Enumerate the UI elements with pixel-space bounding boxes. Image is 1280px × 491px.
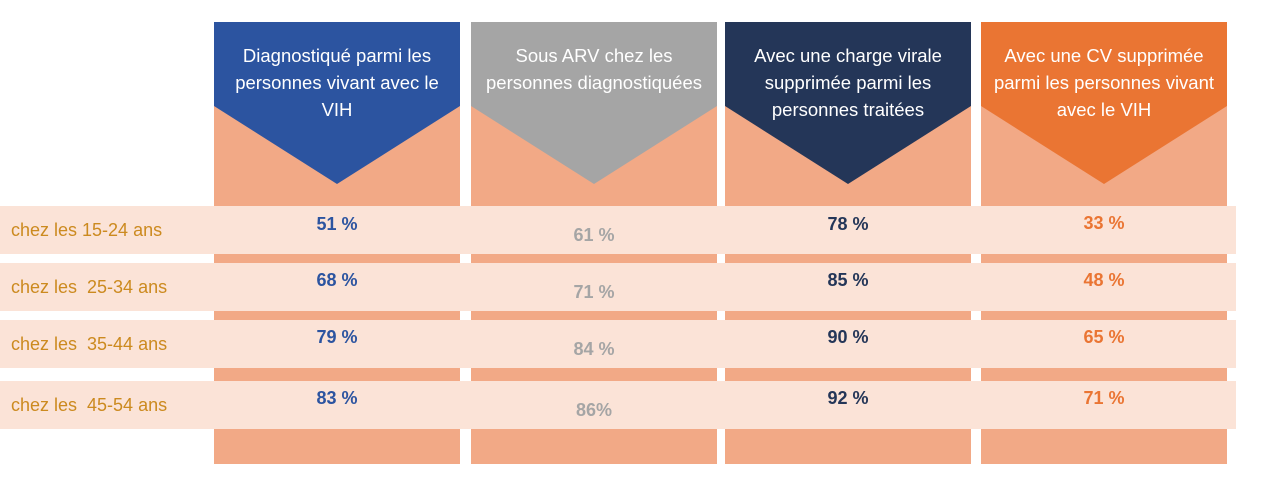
column-header-label: Avec une charge virale supprimée parmi l…	[754, 45, 942, 120]
row-band	[0, 263, 1236, 311]
value-cell: 71 %	[1083, 388, 1125, 408]
value-cell: 51 %	[316, 214, 358, 234]
value-cell: 61 %	[573, 225, 615, 245]
header-chevron-shape	[725, 22, 971, 184]
column-header-1: Diagnostiqué parmi les personnes vivant …	[214, 22, 460, 206]
value-cell: 90 %	[827, 327, 869, 347]
header-chevron	[214, 22, 460, 184]
value-cell: 86%	[575, 400, 613, 420]
header-chevron-shape	[471, 22, 717, 184]
value-cell: 33 %	[1083, 213, 1125, 233]
column-header-4: Avec une CV supprimée parmi les personne…	[981, 22, 1227, 206]
row-label: chez les 35-44 ans	[11, 334, 168, 354]
value-cell: 83 %	[316, 388, 358, 408]
row-label: chez les 45-54 ans	[11, 395, 168, 415]
header-chevron-shape	[214, 22, 460, 184]
value-cell: 92 %	[827, 388, 869, 408]
column-header-3: Avec une charge virale supprimée parmi l…	[725, 22, 971, 206]
value-cell: 85 %	[827, 270, 869, 290]
value-cell: 84 %	[573, 339, 615, 359]
row-band	[0, 320, 1236, 368]
header-chevron	[981, 22, 1227, 184]
value-cell: 65 %	[1083, 327, 1125, 347]
value-cell: 48 %	[1083, 270, 1125, 290]
column-header-2: Sous ARV chez les personnes diagnostiqué…	[471, 22, 717, 206]
row-label: chez les 25-34 ans	[11, 277, 168, 297]
column-header-label: Sous ARV chez les personnes diagnostiqué…	[486, 45, 702, 93]
header-chevron	[725, 22, 971, 184]
header-chevron-shape	[981, 22, 1227, 184]
value-cell: 79 %	[316, 327, 358, 347]
column-header-label: Diagnostiqué parmi les personnes vivant …	[235, 45, 439, 120]
value-cell: 78 %	[827, 214, 869, 234]
column-header-label: Avec une CV supprimée parmi les personne…	[993, 45, 1215, 120]
value-cell: 71 %	[573, 282, 615, 302]
row-band	[0, 206, 1236, 254]
header-chevron	[471, 22, 717, 184]
row-band	[0, 381, 1236, 429]
value-cell: 68 %	[316, 270, 358, 290]
row-label: chez les 15-24 ans	[11, 220, 163, 240]
